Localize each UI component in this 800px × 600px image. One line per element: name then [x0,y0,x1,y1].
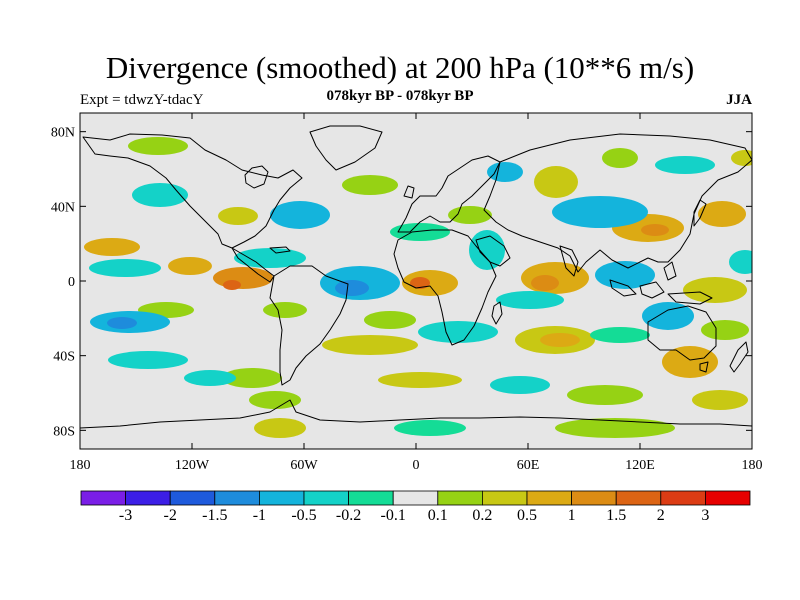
lat-tick-label: 40S [53,350,75,365]
colorbar-label: -0.2 [335,507,362,524]
colorbar [80,490,751,506]
lat-tick-label: 40N [51,200,75,215]
map-axes: 80N 40N 0 40S 80S 180 120W 60W 0 60E 120E 180 [51,113,763,473]
colorbar-swatch [80,490,126,506]
colorbar-swatch [526,490,572,506]
colorbar-label: 1.5 [606,507,627,524]
lat-tick-label: 80S [53,424,75,439]
colorbar-label: 0.2 [472,507,493,524]
colorbar-swatch [705,490,751,506]
lon-tick-label: 0 [413,458,420,473]
colorbar-swatch [615,490,662,506]
lon-tick-label: 60E [517,458,540,473]
colorbar-label: -3 [118,507,133,524]
lon-tick-label: 120E [625,458,655,473]
lat-tick-label: 0 [68,275,75,290]
colorbar-label: -0.1 [380,507,406,524]
colorbar-swatch [392,490,439,506]
season-label: JJA [726,92,752,108]
colorbar-swatch [348,490,394,506]
colorbar-label: 0.5 [517,507,537,524]
colorbar-swatch [571,490,617,506]
map-title: Divergence (smoothed) at 200 hPa (10**6 … [105,50,695,85]
experiment-label: Expt = tdwzY-tdacY [80,92,204,108]
colorbar-label: -0.5 [291,507,317,524]
colorbar-swatch [437,490,483,506]
colorbar-swatch [481,490,528,506]
colorbar-swatch [169,490,216,506]
colorbar-swatch [660,490,706,506]
colorbar-label: -1 [252,507,267,524]
coastlines [80,125,752,429]
lon-tick-label: 120W [175,458,210,473]
colorbar-label: 0.1 [427,507,448,524]
lon-tick-label: 60W [290,458,318,473]
map-subtitle: 078kyr BP - 078kyr BP [326,88,474,104]
colorbar-swatch [258,490,305,506]
colorbar-label: 2 [656,507,665,524]
colorbar-label: 1 [567,507,576,524]
colorbar-label: -1.5 [202,507,228,524]
lat-tick-label: 80N [51,126,75,141]
colorbar-swatch [303,490,349,506]
colorbar-swatch [125,490,171,506]
lon-tick-label: 180 [742,458,763,473]
divergence-field [84,137,752,438]
colorbar-label: 3 [701,507,710,524]
colorbar-swatch [214,490,260,506]
lon-tick-label: 180 [70,458,91,473]
colorbar-label: -2 [163,507,177,524]
